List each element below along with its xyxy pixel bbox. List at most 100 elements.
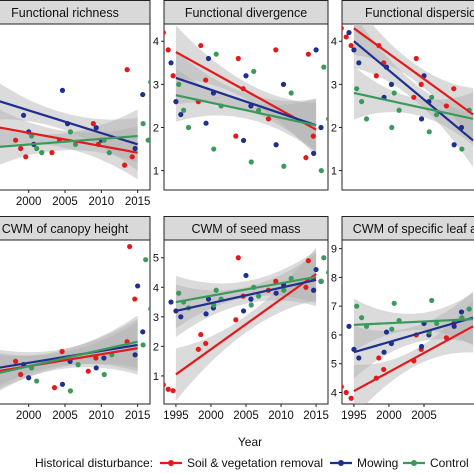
data-point-control xyxy=(426,129,432,135)
y-tick-label: 8 xyxy=(331,272,337,284)
y-tick-label: 3 xyxy=(331,79,337,91)
panel-strip xyxy=(163,0,329,25)
data-point-control xyxy=(391,90,397,96)
x-tick-label: 2000 xyxy=(16,410,42,422)
data-point-mowing xyxy=(383,329,390,335)
data-point-soil-vegetation-removal xyxy=(195,346,201,352)
plot-area xyxy=(0,23,151,191)
data-point-soil-vegetation-removal xyxy=(59,348,65,355)
panel-strip xyxy=(0,216,151,241)
trend-line-soil-vegetation-removal xyxy=(175,273,317,376)
y-tick-label: 1 xyxy=(153,371,159,383)
data-point-control xyxy=(326,116,328,122)
x-tick-label: 2010 xyxy=(89,196,115,208)
x-tick-label: 2015 xyxy=(125,410,151,422)
y-tick-label: 9 xyxy=(331,244,337,256)
data-point-mowing xyxy=(356,60,362,66)
data-point-mowing xyxy=(173,99,179,105)
data-point-control xyxy=(256,293,262,299)
x-axis-label: Year xyxy=(238,435,262,449)
data-point-mowing xyxy=(93,365,99,371)
data-point-control xyxy=(389,124,395,131)
data-point-mowing xyxy=(381,349,387,355)
data-point-control xyxy=(354,303,360,309)
data-point-soil-vegetation-removal xyxy=(273,47,279,53)
data-point-mowing xyxy=(346,30,352,36)
data-point-control xyxy=(213,287,219,293)
data-point-control xyxy=(106,150,112,156)
data-point-mowing xyxy=(311,150,317,156)
data-point-control xyxy=(459,146,465,152)
data-point-mowing xyxy=(135,283,141,289)
legend-title: Historical disturbance: xyxy=(35,456,153,470)
plot-content xyxy=(342,24,474,167)
y-tick-label: 5 xyxy=(331,359,337,371)
panel-title: Functional dispersion xyxy=(365,6,474,20)
confidence-band-soil-vegetation-removal xyxy=(0,109,138,180)
x-tick-label: 1995 xyxy=(341,410,367,422)
data-point-mowing xyxy=(458,309,465,315)
data-point-soil-vegetation-removal xyxy=(90,121,96,127)
data-point-control xyxy=(28,133,35,139)
data-point-soil-vegetation-removal xyxy=(165,386,171,392)
data-point-control xyxy=(434,111,440,118)
trend-line-control xyxy=(0,134,138,148)
data-point-soil-vegetation-removal xyxy=(93,355,99,361)
y-tick-label: 4 xyxy=(153,36,159,48)
data-point-mowing xyxy=(240,137,247,144)
data-point-soil-vegetation-removal xyxy=(310,133,316,139)
data-point-mowing xyxy=(248,296,254,302)
data-point-control xyxy=(143,257,149,263)
data-point-soil-vegetation-removal xyxy=(235,55,241,62)
data-point-control xyxy=(181,107,187,113)
data-point-mowing xyxy=(93,125,99,131)
data-point-soil-vegetation-removal xyxy=(343,34,349,40)
data-point-control xyxy=(140,121,146,127)
data-point-control xyxy=(288,90,294,96)
data-point-control xyxy=(389,326,395,332)
x-tick-label: 2000 xyxy=(198,410,224,422)
x-tick-label: 2005 xyxy=(52,410,78,422)
data-point-mowing xyxy=(418,116,425,122)
data-point-mowing xyxy=(318,124,324,131)
data-point-soil-vegetation-removal xyxy=(124,67,130,73)
y-tick-label: 2 xyxy=(153,122,159,134)
legend-marker xyxy=(411,460,417,466)
y-tick-label: 2 xyxy=(153,341,159,353)
data-point-soil-vegetation-removal xyxy=(85,368,91,374)
data-point-mowing xyxy=(240,308,247,314)
data-point-soil-vegetation-removal xyxy=(203,340,209,347)
panel-title: CWM of specific leaf area xyxy=(353,222,474,236)
data-point-control xyxy=(363,116,370,122)
panel-strip xyxy=(0,0,151,25)
confidence-band-control xyxy=(0,109,138,165)
data-point-control xyxy=(67,129,74,135)
y-tick-label: 2 xyxy=(331,122,337,134)
legend-label: Soil & vegetation removal xyxy=(187,456,323,470)
y-tick-label: 1 xyxy=(331,166,337,178)
legend-label: Control xyxy=(430,456,469,470)
data-point-mowing xyxy=(101,355,107,361)
data-point-soil-vegetation-removal xyxy=(170,73,176,79)
plot-content xyxy=(164,25,328,174)
data-point-control xyxy=(34,145,40,152)
data-point-soil-vegetation-removal xyxy=(451,86,457,92)
data-point-mowing xyxy=(26,375,32,381)
x-tick-label: 2005 xyxy=(52,196,78,208)
data-point-control xyxy=(211,146,217,152)
data-point-mowing xyxy=(273,142,279,148)
data-point-soil-vegetation-removal xyxy=(413,55,419,62)
data-point-mowing xyxy=(351,346,357,352)
trend-line-mowing xyxy=(175,76,317,127)
panel-strip xyxy=(341,0,474,25)
data-point-soil-vegetation-removal xyxy=(342,384,344,390)
y-tick-label: 3 xyxy=(153,79,159,91)
data-point-soil-vegetation-removal xyxy=(418,81,424,87)
confidence-band-soil-vegetation-removal xyxy=(353,300,474,404)
data-point-soil-vegetation-removal xyxy=(273,278,279,284)
x-tick-label: 2015 xyxy=(125,196,151,208)
data-point-soil-vegetation-removal xyxy=(164,382,166,388)
data-point-mowing xyxy=(140,329,146,335)
data-point-soil-vegetation-removal xyxy=(18,371,24,378)
data-point-control xyxy=(429,94,435,100)
